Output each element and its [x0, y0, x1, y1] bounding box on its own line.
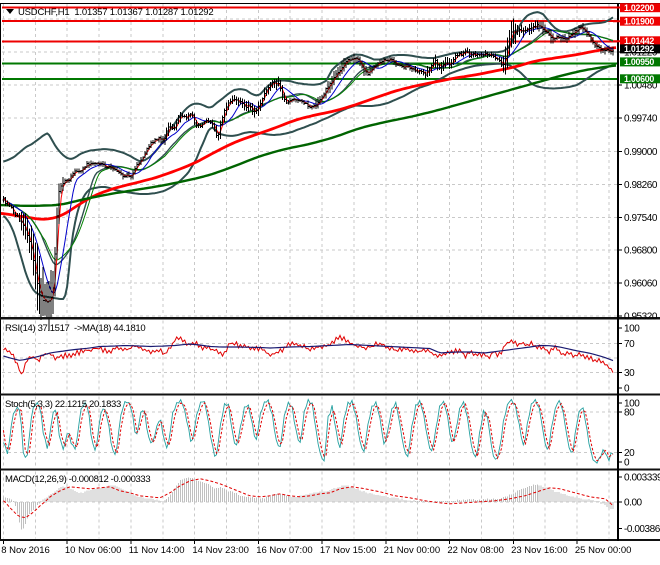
svg-text:0.98260: 0.98260	[624, 180, 658, 191]
svg-text:100: 100	[624, 399, 640, 410]
svg-text:17 Nov 15:00: 17 Nov 15:00	[320, 545, 377, 556]
svg-text:14 Nov 23:00: 14 Nov 23:00	[192, 545, 249, 556]
svg-text:MACD(12,26,9) -0.000812 -0.000: MACD(12,26,9) -0.000812 -0.000333	[5, 474, 150, 485]
svg-text:1.01292: 1.01292	[624, 44, 654, 54]
svg-text:0.97540: 0.97540	[624, 213, 658, 224]
svg-text:1.00950: 1.00950	[624, 57, 654, 67]
svg-text:1.01900: 1.01900	[624, 17, 654, 27]
svg-text:0.99740: 0.99740	[624, 114, 658, 125]
svg-text:23 Nov 16:00: 23 Nov 16:00	[511, 545, 568, 556]
svg-text:10 Nov 06:00: 10 Nov 06:00	[65, 545, 122, 556]
svg-text:21 Nov 00:00: 21 Nov 00:00	[384, 545, 441, 556]
svg-text:80: 80	[624, 407, 635, 418]
svg-text:22 Nov 08:00: 22 Nov 08:00	[447, 545, 504, 556]
svg-text:-0.003864: -0.003864	[624, 524, 660, 535]
svg-text:11 Nov 14:00: 11 Nov 14:00	[129, 545, 185, 556]
svg-text:20: 20	[624, 448, 635, 459]
svg-text:RSI(14) 37.1517 ->MA(18) 44.1: RSI(14) 37.1517 ->MA(18) 44.1810	[5, 323, 145, 334]
svg-text:1.00480: 1.00480	[624, 81, 658, 92]
svg-text:100: 100	[624, 324, 640, 335]
svg-text:1.00600: 1.00600	[624, 74, 654, 84]
svg-text:0.99000: 0.99000	[624, 147, 658, 158]
svg-text:0.96060: 0.96060	[624, 279, 658, 290]
svg-text:USDCHF,H1 1.01357 1.01367 1.0: USDCHF,H1 1.01357 1.01367 1.01287 1.0129…	[18, 7, 213, 18]
svg-text:Stoch(5,3,3) 22.1215 20.1833: Stoch(5,3,3) 22.1215 20.1833	[5, 399, 121, 410]
svg-text:0.95320: 0.95320	[624, 312, 658, 323]
svg-text:1.01442: 1.01442	[624, 36, 654, 46]
svg-text:1.02200: 1.02200	[624, 3, 654, 13]
svg-text:30: 30	[624, 368, 635, 379]
svg-text:0.003339: 0.003339	[624, 473, 660, 484]
svg-text:0: 0	[624, 383, 630, 394]
svg-text:0: 0	[624, 457, 630, 468]
svg-text:70: 70	[624, 339, 635, 350]
svg-text:8 Nov 2016: 8 Nov 2016	[1, 545, 50, 556]
svg-text:16 Nov 07:00: 16 Nov 07:00	[256, 545, 313, 556]
svg-text:25 Nov 00:00: 25 Nov 00:00	[575, 545, 632, 556]
svg-text:0.00: 0.00	[624, 497, 643, 508]
svg-text:0.96800: 0.96800	[624, 246, 658, 257]
